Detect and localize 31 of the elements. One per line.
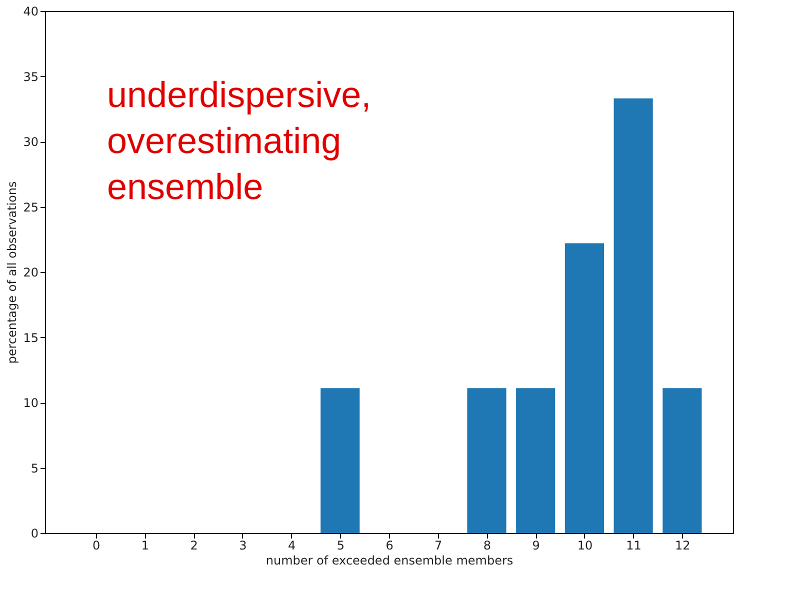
y-tick-label: 15 (23, 330, 38, 345)
x-tick-label: 6 (386, 538, 394, 552)
x-tick-label: 2 (190, 538, 198, 552)
x-tick-label: 8 (483, 538, 492, 552)
x-axis-title: number of exceeded ensemble members (266, 554, 514, 568)
x-tick-label: 0 (92, 538, 100, 552)
y-tick-label: 10 (23, 396, 38, 410)
y-tick-label: 20 (23, 266, 38, 280)
y-tick-label: 30 (23, 135, 38, 149)
bar (564, 243, 604, 533)
x-tick-label: 11 (626, 538, 642, 552)
x-tick-label: 10 (577, 538, 593, 552)
bar (662, 388, 702, 533)
x-tick-label: 1 (141, 538, 149, 552)
y-tick-label: 5 (30, 461, 38, 476)
x-tick-label: 4 (288, 538, 296, 552)
y-tick-label: 0 (30, 526, 38, 540)
y-axis-title: percentage of all observations (5, 181, 20, 364)
annotation: underdispersive, overestimating ensemble (107, 74, 372, 207)
x-tick-label: 9 (532, 538, 540, 552)
x-tick-label: 12 (675, 538, 690, 552)
x-tick-label: 3 (239, 538, 247, 552)
y-tick-label: 35 (23, 70, 38, 84)
y-tick-label: 40 (23, 4, 38, 18)
x-tick-label: 5 (336, 538, 344, 552)
bar (516, 388, 556, 533)
bar (614, 98, 653, 533)
y-tick-label: 25 (23, 200, 38, 214)
bar (467, 388, 506, 533)
bar (320, 388, 360, 533)
x-tick-label: 7 (434, 538, 442, 552)
